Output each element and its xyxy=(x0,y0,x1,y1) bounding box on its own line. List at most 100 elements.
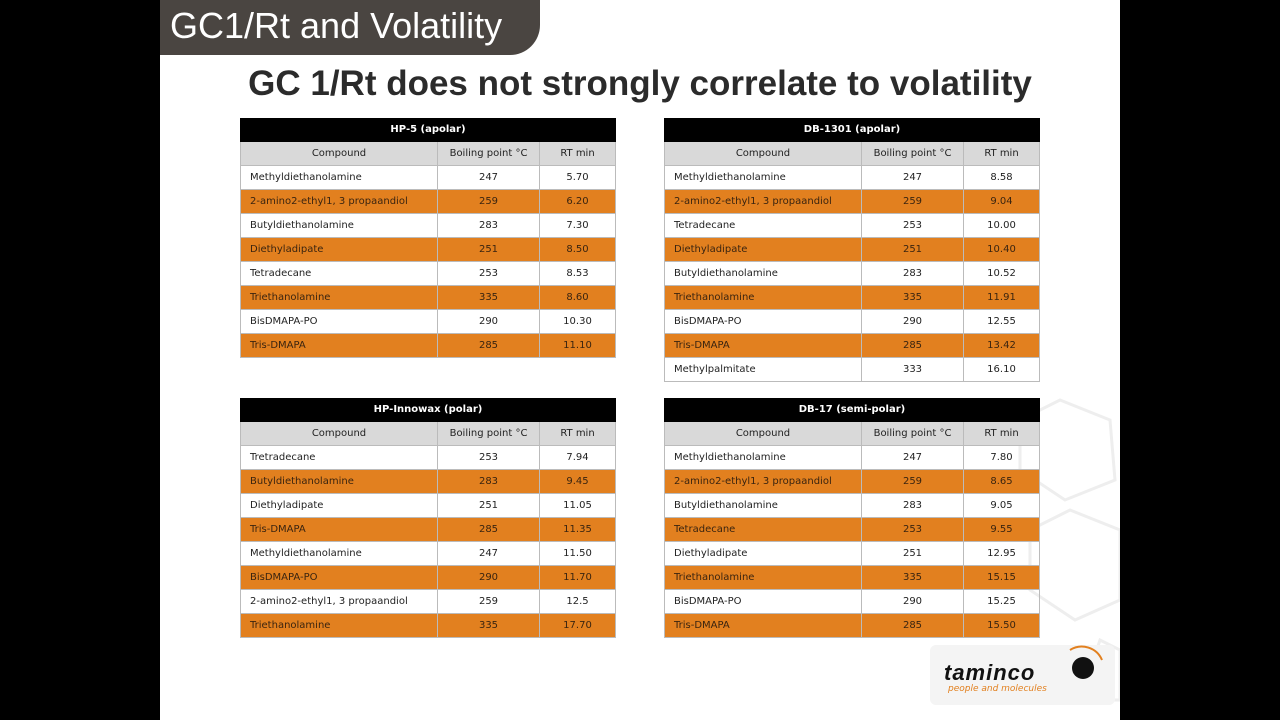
table-row: Butyldiethanolamine 283 9.05 xyxy=(664,494,1040,518)
table-cell: 247 xyxy=(862,446,964,470)
table-cell: 9.55 xyxy=(964,518,1040,542)
table-cell: 285 xyxy=(862,334,964,358)
table-cell: 9.45 xyxy=(540,470,616,494)
table-cell: Methyldiethanolamine xyxy=(240,542,438,566)
table-cell: 13.42 xyxy=(964,334,1040,358)
table: HP-5 (apolar) Compound Boiling point °C RT … xyxy=(240,118,616,358)
table-cell: 335 xyxy=(438,614,540,638)
table-cell: 290 xyxy=(438,310,540,334)
table-cell: 11.10 xyxy=(540,334,616,358)
table-cell: Tris-DMAPA xyxy=(664,334,862,358)
column-header: Compound xyxy=(240,142,438,166)
column-header: Boiling point °C xyxy=(862,142,964,166)
table-cell: 8.65 xyxy=(964,470,1040,494)
column-header: Compound xyxy=(240,422,438,446)
column-header-row: Compound Boiling point °C RT min xyxy=(240,422,616,446)
column-header-row: Compound Boiling point °C RT min xyxy=(664,142,1040,166)
table-cell: Methyldiethanolamine xyxy=(664,446,862,470)
logo-tagline: people and molecules xyxy=(948,684,1047,694)
table-cell: 290 xyxy=(438,566,540,590)
table-title: DB-17 (semi-polar) xyxy=(664,398,1040,422)
column-header: RT min xyxy=(540,142,616,166)
table-row: Tetradecane 253 10.00 xyxy=(664,214,1040,238)
table-row: Diethyladipate 251 10.40 xyxy=(664,238,1040,262)
table-cell: 259 xyxy=(862,470,964,494)
table-cell: 2-amino2-ethyl1, 3 propaandiol xyxy=(664,190,862,214)
table-cell: Methyldiethanolamine xyxy=(240,166,438,190)
table-cell: 7.30 xyxy=(540,214,616,238)
table-cell: 11.91 xyxy=(964,286,1040,310)
table-cell: Triethanolamine xyxy=(664,286,862,310)
column-header: RT min xyxy=(964,422,1040,446)
table: DB-1301 (apolar) Compound Boiling point °C… xyxy=(664,118,1040,382)
table-cell: Tris-DMAPA xyxy=(664,614,862,638)
table-cell: 285 xyxy=(862,614,964,638)
table-cell: Triethanolamine xyxy=(240,286,438,310)
table-cell: Tris-DMAPA xyxy=(240,518,438,542)
column-header: Compound xyxy=(664,142,862,166)
table-row: Tretradecane 253 7.94 xyxy=(240,446,616,470)
table-row: Tris-DMAPA 285 15.50 xyxy=(664,614,1040,638)
table-row: Tetradecane 253 8.53 xyxy=(240,262,616,286)
table-cell: 8.60 xyxy=(540,286,616,310)
table-row: Diethyladipate 251 12.95 xyxy=(664,542,1040,566)
table-row: Butyldiethanolamine 283 9.45 xyxy=(240,470,616,494)
table-cell: 283 xyxy=(862,494,964,518)
table-cell: Methylpalmitate xyxy=(664,358,862,382)
table-cell: BisDMAPA-PO xyxy=(240,566,438,590)
table-cell: Diethyladipate xyxy=(664,238,862,262)
table-cell: Butyldiethanolamine xyxy=(664,494,862,518)
table-cell: 253 xyxy=(438,446,540,470)
table-cell: 247 xyxy=(862,166,964,190)
table-cell: Tetradecane xyxy=(664,518,862,542)
table-cell: Methyldiethanolamine xyxy=(664,166,862,190)
table-title: HP-Innowax (polar) xyxy=(240,398,616,422)
table-cell: 283 xyxy=(438,470,540,494)
table-cell: Tetradecane xyxy=(664,214,862,238)
column-header: RT min xyxy=(540,422,616,446)
heading: GC 1/Rt does not strongly correlate to v… xyxy=(248,64,1032,103)
table-cell: 10.00 xyxy=(964,214,1040,238)
table-row: BisDMAPA-PO 290 10.30 xyxy=(240,310,616,334)
table-cell: 251 xyxy=(862,238,964,262)
table-cell: 285 xyxy=(438,334,540,358)
table-row: 2-amino2-ethyl1, 3 propaandiol 259 8.65 xyxy=(664,470,1040,494)
table-row: Triethanolamine 335 11.91 xyxy=(664,286,1040,310)
tab-title: GC1/Rt and Volatility xyxy=(160,0,540,55)
table-cell: 251 xyxy=(862,542,964,566)
table-cell: 8.58 xyxy=(964,166,1040,190)
table-cell: 11.70 xyxy=(540,566,616,590)
table-row: Diethyladipate 251 11.05 xyxy=(240,494,616,518)
table-row: Methyldiethanolamine 247 5.70 xyxy=(240,166,616,190)
table-cell: 247 xyxy=(438,542,540,566)
table-cell: 16.10 xyxy=(964,358,1040,382)
table-cell: 11.05 xyxy=(540,494,616,518)
table-cell: 7.80 xyxy=(964,446,1040,470)
table: DB-17 (semi-polar) Compound Boiling point … xyxy=(664,398,1040,638)
table-cell: 290 xyxy=(862,590,964,614)
table-title-row: DB-1301 (apolar) xyxy=(664,118,1040,142)
table-cell: 253 xyxy=(862,518,964,542)
table-row: Tris-DMAPA 285 11.35 xyxy=(240,518,616,542)
table-cell: 8.50 xyxy=(540,238,616,262)
table-cell: 10.40 xyxy=(964,238,1040,262)
table-cell: 259 xyxy=(438,590,540,614)
table-cell: 2-amino2-ethyl1, 3 propaandiol xyxy=(240,190,438,214)
table-row: Triethanolamine 335 17.70 xyxy=(240,614,616,638)
table-cell: 12.5 xyxy=(540,590,616,614)
table-cell: 283 xyxy=(862,262,964,286)
table-row: Methylpalmitate 333 16.10 xyxy=(664,358,1040,382)
column-header-row: Compound Boiling point °C RT min xyxy=(664,422,1040,446)
table-cell: 15.15 xyxy=(964,566,1040,590)
table-cell: Triethanolamine xyxy=(664,566,862,590)
table-row: 2-amino2-ethyl1, 3 propaandiol 259 6.20 xyxy=(240,190,616,214)
table-cell: 335 xyxy=(862,566,964,590)
table-cell: 259 xyxy=(862,190,964,214)
table-row: Tris-DMAPA 285 11.10 xyxy=(240,334,616,358)
table-title-row: DB-17 (semi-polar) xyxy=(664,398,1040,422)
table-cell: BisDMAPA-PO xyxy=(240,310,438,334)
table-cell: 11.50 xyxy=(540,542,616,566)
table-title: HP-5 (apolar) xyxy=(240,118,616,142)
column-header: Boiling point °C xyxy=(862,422,964,446)
